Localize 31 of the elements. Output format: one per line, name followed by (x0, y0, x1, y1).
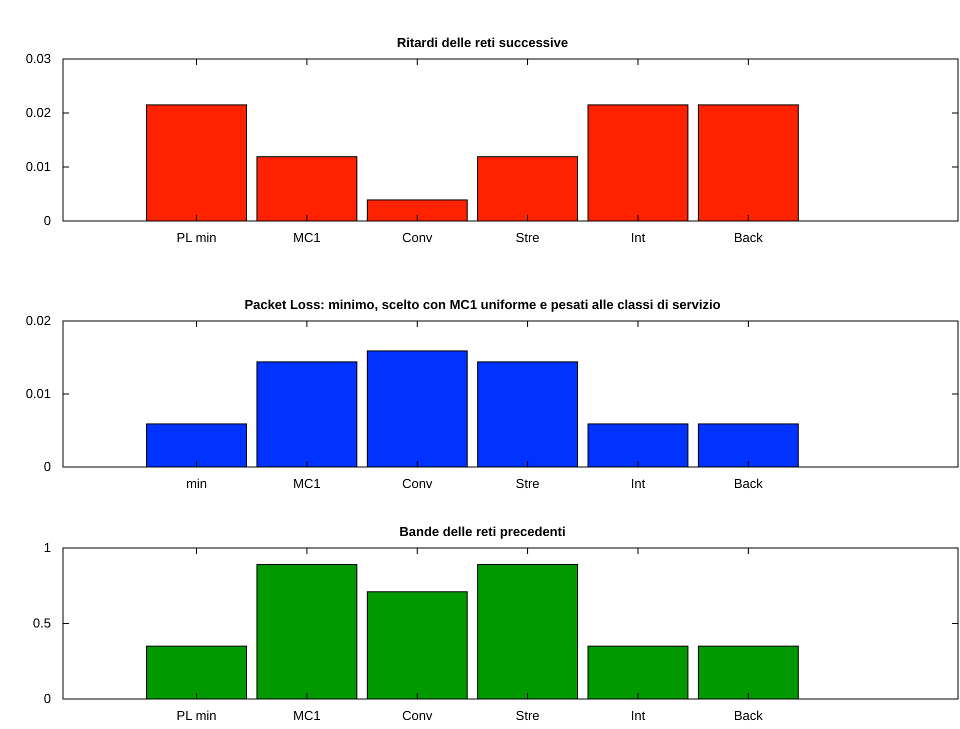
y-tick-label: 0.03 (26, 51, 51, 66)
x-tick-label: Int (630, 230, 646, 246)
x-tick-label: Int (630, 708, 646, 724)
x-tick-label: MC1 (293, 708, 321, 724)
y-tick-label: 0.01 (26, 386, 51, 402)
y-tick-label: 0.02 (26, 105, 51, 120)
y-tick-label: 0 (44, 691, 51, 706)
x-tick-label: PL min (176, 230, 217, 246)
x-tick-label: Conv (402, 708, 433, 724)
chart-title: Bande delle reti precedenti (399, 524, 566, 539)
x-tick-label: Stre (516, 230, 540, 246)
x-tick-label: Stre (516, 708, 540, 724)
y-tick-label: 0.5 (32, 616, 51, 631)
x-tick-label: Back (734, 230, 764, 246)
chart-title: Ritardi delle reti successive (396, 35, 568, 50)
x-tick-label: Int (630, 476, 646, 492)
x-tick-label: Back (734, 708, 764, 724)
x-tick-label: min (186, 476, 208, 492)
x-tick-label: Back (734, 476, 764, 492)
x-tick-label: Conv (402, 230, 433, 246)
y-tick-label: 0.01 (26, 159, 51, 174)
x-tick-label: PL min (176, 708, 217, 724)
chart-title: Packet Loss: minimo, scelto con MC1 uniforme e pesati alle classi di servizio (244, 297, 721, 312)
y-tick-label: 0 (44, 213, 51, 228)
x-tick-label: Stre (516, 476, 540, 492)
y-tick-label: 1 (44, 540, 51, 556)
y-tick-label: 0 (44, 459, 51, 474)
x-tick-label: MC1 (293, 476, 321, 492)
x-tick-label: Conv (402, 476, 433, 492)
y-tick-label: 0.02 (26, 313, 51, 328)
x-tick-label: MC1 (293, 230, 321, 246)
